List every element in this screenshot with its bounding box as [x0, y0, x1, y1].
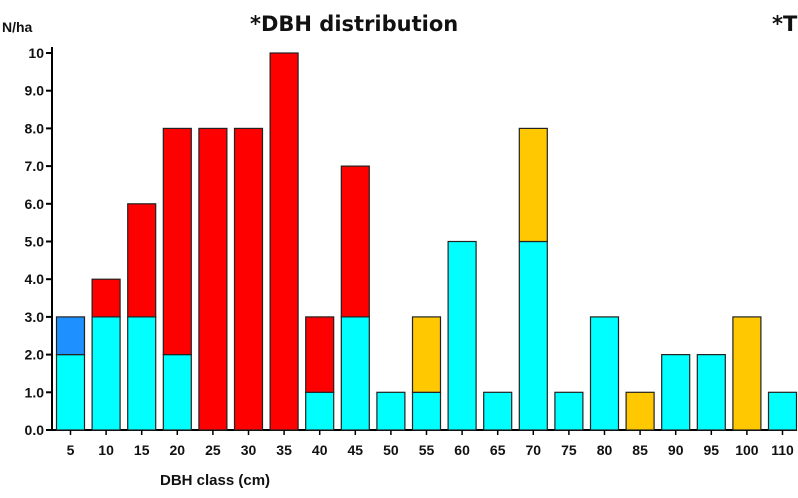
y-tick-label: 7.0 [25, 158, 45, 174]
y-tick-label: 5.0 [25, 234, 45, 250]
x-tick-label: 70 [526, 442, 542, 458]
bar-segment [447, 240, 477, 431]
x-tick-label: 65 [490, 442, 506, 458]
bar-segment [589, 316, 620, 431]
x-tick-label: 55 [419, 442, 435, 458]
x-tick-label: 20 [170, 442, 186, 458]
x-tick-label: 85 [632, 442, 648, 458]
y-tick-label: 8.0 [25, 120, 45, 136]
x-tick-label: 60 [454, 442, 470, 458]
x-tick-label: 90 [668, 442, 684, 458]
chart-title-partial-right: *T [772, 12, 798, 36]
bar-segment [518, 240, 548, 431]
bar-segment [340, 316, 370, 431]
y-axis-label: N/ha [2, 19, 33, 35]
x-tick-label: 15 [134, 442, 150, 458]
y-tick-label: 6.0 [25, 196, 45, 212]
bar-segment [767, 391, 798, 431]
bar-segment [696, 354, 726, 431]
x-tick-label: 80 [597, 442, 613, 458]
bar-segment [162, 127, 192, 356]
bar-segment [91, 316, 121, 431]
x-tick-label: 10 [98, 442, 114, 458]
x-tick-label: 25 [205, 442, 221, 458]
x-tick-label: 110 [771, 442, 794, 458]
bar-segment [305, 316, 335, 393]
x-tick-label: 50 [383, 442, 399, 458]
bar-segment [732, 316, 762, 431]
bar-segment [625, 391, 655, 431]
bar-segment [305, 391, 335, 431]
y-tick-label: 2.0 [25, 347, 45, 363]
bar-segment [554, 391, 584, 431]
x-tick-label: 35 [276, 442, 292, 458]
bar-segment [483, 391, 513, 431]
bar-segment [91, 278, 121, 318]
x-tick-label: 95 [704, 442, 720, 458]
bar-segment [661, 354, 691, 431]
y-tick-label: 4.0 [25, 271, 45, 287]
bar-segment [55, 316, 86, 356]
bar-segment [269, 52, 299, 431]
bar-segment [233, 127, 264, 431]
x-tick-label: 30 [241, 442, 257, 458]
bar-segment [198, 127, 228, 431]
bar-segment [518, 127, 548, 243]
y-tick-label: 1.0 [25, 384, 45, 400]
bar-segment [55, 354, 86, 431]
x-tick-label: 45 [348, 442, 364, 458]
bar-segment [162, 354, 192, 431]
x-axis-label: DBH class (cm) [160, 472, 271, 489]
y-tick-label: 10 [28, 45, 44, 61]
bar-segment [411, 316, 442, 393]
y-tick-label: 3.0 [25, 309, 45, 325]
bar-segment [411, 391, 442, 431]
bar-segment [340, 165, 370, 318]
x-tick-label: 75 [561, 442, 577, 458]
bar-segment [127, 203, 157, 318]
x-tick-label: 100 [735, 442, 759, 458]
x-tick-label: 5 [67, 442, 75, 458]
bar-segment [376, 391, 406, 431]
y-tick-label: 9.0 [25, 83, 45, 99]
bar-segment [127, 316, 157, 431]
x-tick-label: 40 [312, 442, 328, 458]
chart-title: *DBH distribution [250, 12, 459, 36]
y-tick-label: 0.0 [25, 422, 45, 438]
